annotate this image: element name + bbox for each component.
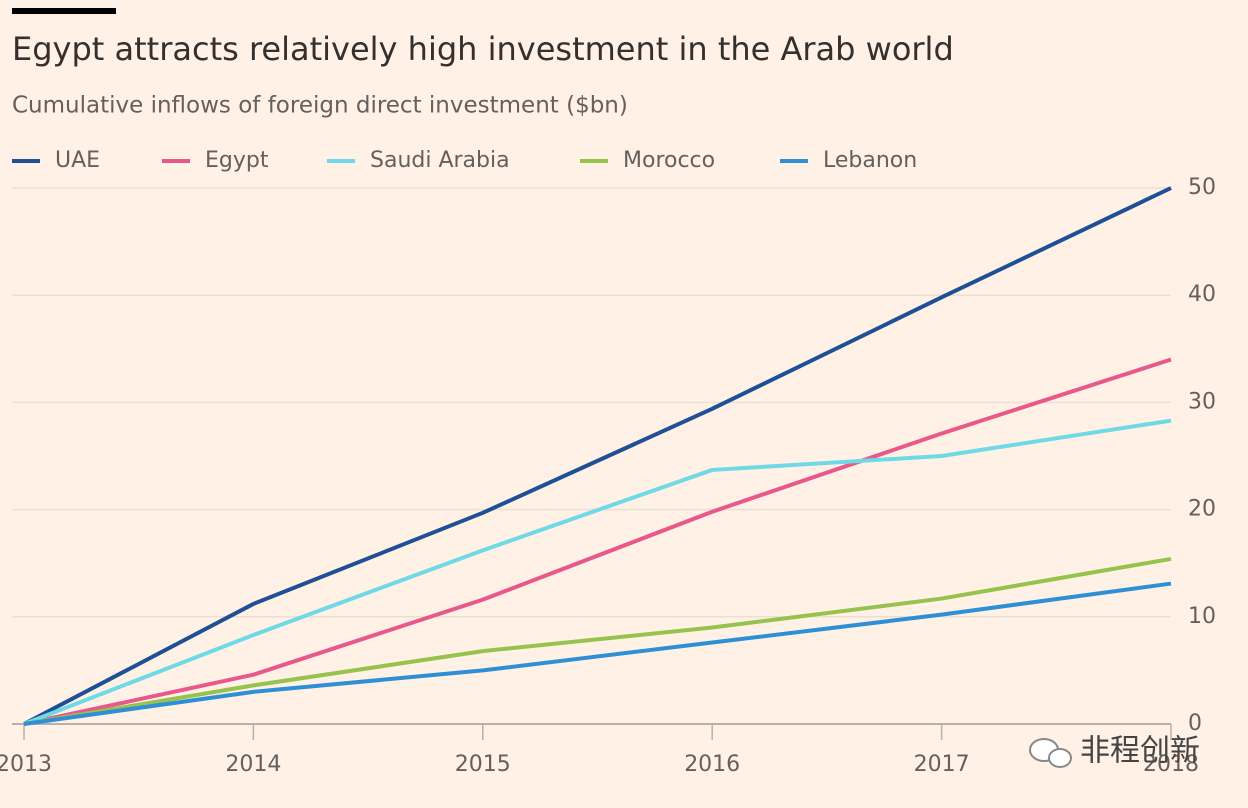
chart-title: Egypt attracts relatively high investmen… [12, 30, 954, 68]
y-tick-label: 40 [1188, 282, 1216, 307]
y-tick-label: 50 [1188, 175, 1216, 200]
x-tick-label: 2018 [1143, 752, 1199, 777]
legend-label: Lebanon [823, 148, 917, 173]
y-tick-label: 10 [1188, 604, 1216, 629]
series-line [23, 581, 1172, 726]
series-line [23, 357, 1172, 726]
x-tick-label: 2015 [455, 752, 511, 777]
x-tick-label: 2017 [914, 752, 970, 777]
x-tick-label: 2014 [225, 752, 281, 777]
top-bar [12, 8, 116, 14]
y-tick-label: 0 [1188, 711, 1202, 736]
series-line [23, 186, 1172, 726]
x-tick-label: 2016 [684, 752, 740, 777]
legend-label: Egypt [205, 148, 269, 173]
watermark: 非程创新 [1080, 734, 1200, 769]
legend-label: Saudi Arabia [370, 148, 510, 173]
series-line [23, 556, 1172, 726]
legend-label: Morocco [623, 148, 715, 173]
legend-label: UAE [55, 148, 100, 173]
y-tick-label: 30 [1188, 389, 1216, 414]
y-tick-label: 20 [1188, 497, 1216, 522]
series-line [23, 418, 1172, 726]
watermark-icon [1029, 738, 1072, 768]
x-tick-label: 2013 [0, 752, 52, 777]
chart-subtitle: Cumulative inflows of foreign direct inv… [12, 93, 628, 119]
